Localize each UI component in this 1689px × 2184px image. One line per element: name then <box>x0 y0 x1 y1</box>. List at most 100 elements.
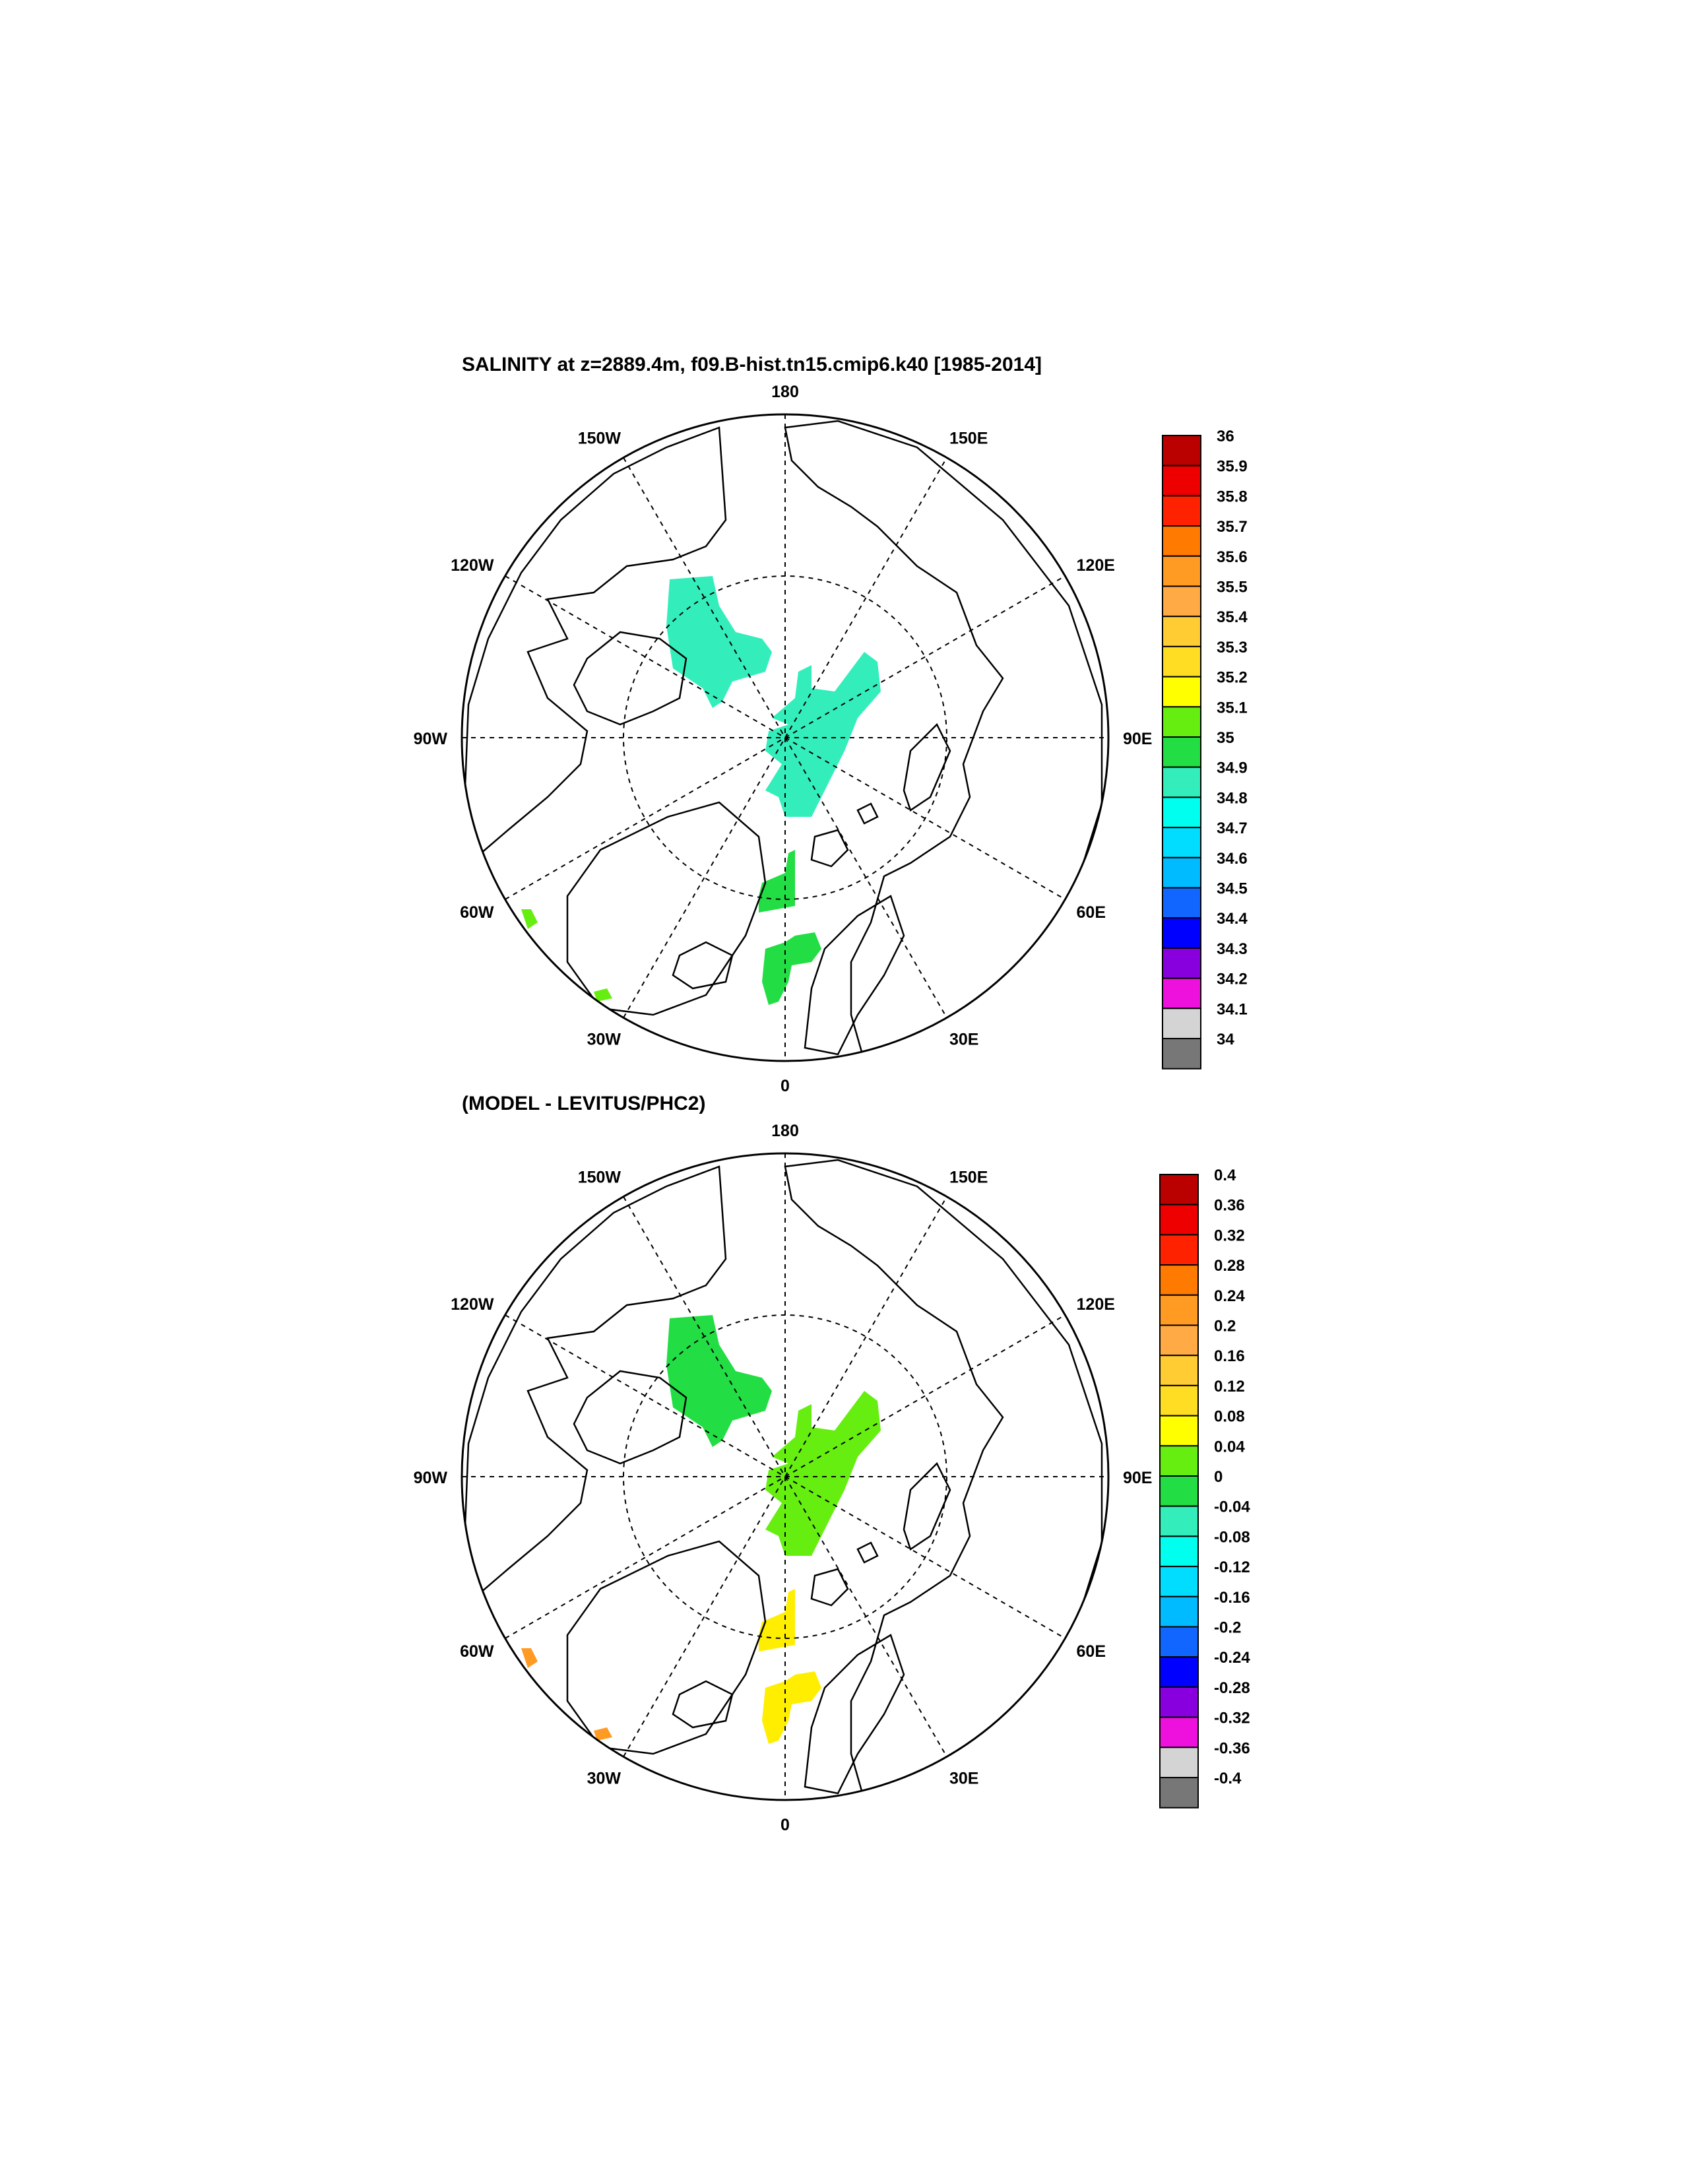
colorbar-swatch <box>1159 1324 1199 1357</box>
colorbar-tick-label: 34.8 <box>1217 789 1248 807</box>
colorbar-swatch <box>1162 435 1201 466</box>
coastline-iceland <box>672 1680 734 1729</box>
colorbar-tick-label: -0.28 <box>1214 1679 1250 1697</box>
colorbar-swatch <box>1159 1626 1199 1658</box>
colorbar-tick-label: 0.16 <box>1214 1347 1245 1365</box>
coastline-novaya <box>903 723 951 812</box>
colorbar-tick-label: 0.32 <box>1214 1227 1245 1244</box>
longitude-label: 180 <box>771 383 799 401</box>
colorbar-swatch <box>1162 555 1201 587</box>
field-nordic-seas2 <box>762 932 821 1005</box>
colorbar-swatch <box>1162 1008 1201 1040</box>
colorbar-swatch <box>1159 1595 1199 1628</box>
longitude-label: 90E <box>1123 730 1152 748</box>
colorbar-tick-label: -0.08 <box>1214 1528 1250 1546</box>
polar-map-panel-2: 180 150E 120E 90E 60E 30E 0 30W 60W 90W 120W 150W 0.… <box>414 1122 1251 1834</box>
coastline-scandinavia <box>804 1634 905 1795</box>
longitude-label: 30E <box>949 1031 978 1049</box>
colorbar-tick-label: 35.5 <box>1217 579 1248 596</box>
field-nordic-seas <box>759 1589 795 1652</box>
colorbar-swatch <box>1162 706 1201 738</box>
coastline-iceland <box>672 941 734 990</box>
longitude-label: 120E <box>1077 1295 1115 1314</box>
colorbar-swatch <box>1162 645 1201 678</box>
field-nordic-seas2 <box>762 1671 821 1744</box>
colorbar-swatch <box>1162 736 1201 768</box>
colorbar-tick-label: -0.36 <box>1214 1739 1250 1757</box>
colorbar-swatch <box>1162 977 1201 1010</box>
longitude-label: 150E <box>949 1168 988 1186</box>
colorbar-tick-label: 34.5 <box>1217 880 1248 898</box>
colorbar-tick-label: 34.9 <box>1217 759 1248 777</box>
coastline-greenland <box>566 801 767 1016</box>
coastline-franzjosef <box>856 1541 879 1564</box>
longitude-label: 0 <box>781 1077 790 1095</box>
colorbar-swatch <box>1162 947 1201 979</box>
longitude-label: 0 <box>781 1816 790 1834</box>
longitude-label: 90E <box>1123 1469 1152 1487</box>
longitude-label: 60E <box>1077 1642 1106 1661</box>
colorbar-swatch <box>1159 1204 1199 1236</box>
map-border <box>461 413 1110 1062</box>
colorbar-tick-label: -0.32 <box>1214 1710 1250 1727</box>
colorbar-tick-label: -0.04 <box>1214 1498 1250 1516</box>
field-subpolar2 <box>594 1727 612 1741</box>
colorbar-swatch <box>1159 1355 1199 1386</box>
longitude-label: 120W <box>451 556 494 575</box>
coastline-archipelago <box>573 1370 687 1465</box>
longitude-label: 150W <box>578 1168 621 1186</box>
longitude-label: 150W <box>578 429 621 447</box>
longitude-label: 120W <box>451 1295 494 1314</box>
colorbar-tick-label: 36 <box>1217 428 1234 445</box>
coastline-svalbard <box>810 1568 849 1607</box>
coastline-franzjosef <box>856 802 879 825</box>
field-subpolar2 <box>594 988 612 1002</box>
field-canada-basin <box>666 1315 772 1447</box>
colorbar-swatch <box>1159 1686 1199 1718</box>
longitude-label: 60W <box>460 903 494 922</box>
colorbar-swatch <box>1162 525 1201 557</box>
colorbar-tick-label: 34.1 <box>1217 1000 1248 1018</box>
colorbar-swatch <box>1159 1384 1199 1417</box>
map-contents <box>462 414 1108 1061</box>
colorbar-swatch <box>1159 1505 1199 1537</box>
colorbar-swatch <box>1162 796 1201 829</box>
colorbar-tick-label: -0.4 <box>1214 1770 1242 1787</box>
coastline-svalbard <box>810 829 849 868</box>
map-border <box>461 1152 1110 1801</box>
colorbar-tick-label: -0.16 <box>1214 1589 1250 1607</box>
colorbar-tick-label: 0.4 <box>1214 1167 1236 1184</box>
colorbar-tick-label: 34.2 <box>1217 971 1248 988</box>
longitude-label: 30E <box>949 1770 978 1788</box>
colorbar-swatch <box>1159 1294 1199 1326</box>
colorbar-tick-label: 35.4 <box>1217 608 1248 626</box>
coastline-scandinavia <box>804 895 905 1056</box>
colorbar-swatch <box>1162 676 1201 708</box>
colorbar-swatch <box>1162 766 1201 798</box>
field-canada-basin <box>666 576 772 708</box>
colorbar-tick-label: 0.36 <box>1214 1197 1245 1215</box>
colorbar-swatch <box>1159 1415 1199 1447</box>
longitude-label: 150E <box>949 429 988 447</box>
colorbar-swatch <box>1162 917 1201 949</box>
longitude-label: 90W <box>414 1469 448 1487</box>
map-contents <box>462 1153 1108 1800</box>
colorbar-swatch <box>1159 1234 1199 1266</box>
colorbar-tick-label: 0.12 <box>1214 1378 1245 1396</box>
colorbar-swatch <box>1162 827 1201 858</box>
colorbar-swatch <box>1162 616 1201 647</box>
colorbar-tick-label: 0.04 <box>1214 1438 1245 1456</box>
colorbar-swatch <box>1159 1566 1199 1597</box>
colorbar-swatch <box>1159 1264 1199 1296</box>
colorbar-tick-label: 34.4 <box>1217 910 1248 928</box>
colorbar-swatch <box>1159 1174 1199 1205</box>
colorbar-tick-label: 35.1 <box>1217 699 1248 717</box>
colorbar-tick-label: 35.8 <box>1217 488 1248 505</box>
colorbar-tick-label: 34.6 <box>1217 850 1248 868</box>
colorbar-swatch <box>1162 495 1201 527</box>
field-central-arctic <box>765 1391 881 1556</box>
panel-2-title: (MODEL - LEVITUS/PHC2) <box>462 1093 706 1114</box>
field-subpolar <box>521 909 538 929</box>
panel-1-title: SALINITY at z=2889.4m, f09.B-hist.tn15.c… <box>462 354 1042 375</box>
colorbar-tick-label: 0.24 <box>1214 1287 1245 1305</box>
